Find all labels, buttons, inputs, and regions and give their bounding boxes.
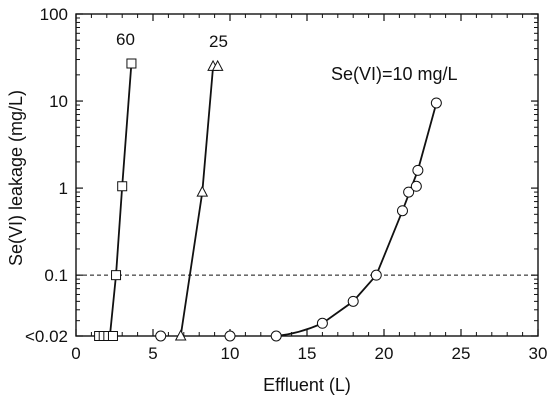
y-tick-label: <0.02 [25,327,68,346]
marker-circle [412,164,424,176]
x-tick-label: 5 [148,344,157,363]
marker-circle [396,205,408,217]
series-curves [109,63,438,337]
curve-25 [179,66,214,337]
x-tick-label: 15 [298,344,317,363]
marker-circle [403,186,415,198]
tick-labels: 0 5 10 15 20 25 30 <0.02 0.1 1 10 100 [25,5,547,363]
axis-ticks [75,13,539,337]
y-tick-label: 100 [40,5,68,24]
series-label-25: 25 [209,32,228,51]
marker-square [117,181,128,192]
y-tick-label: 0.1 [44,266,68,285]
plot-frame [75,13,539,337]
series-label-60: 60 [116,30,135,49]
x-tick-label: 0 [71,344,80,363]
marker-circle [224,330,236,342]
marker-circle [316,317,328,329]
marker-triangle [196,185,209,197]
marker-triangle [211,59,224,71]
x-tick-label: 20 [375,344,394,363]
marker-square [126,58,137,69]
marker-square [111,270,122,281]
series-markers [94,58,442,342]
marker-circle [370,269,382,281]
marker-circle [430,97,442,109]
y-tick-label: 10 [49,92,68,111]
marker-circle [410,180,422,192]
x-tick-label: 25 [452,344,471,363]
x-tick-label: 30 [529,344,548,363]
x-tick-label: 10 [221,344,240,363]
y-tick-label: 1 [59,179,68,198]
marker-triangle [174,329,187,341]
marker-circle [270,330,282,342]
marker-square [107,331,118,341]
annotation-concentration: Se(VI)=10 mg/L [331,64,458,84]
y-axis-title: Se(VI) leakage (mg/L) [6,90,26,266]
curve-60 [109,63,133,337]
marker-circle [347,295,359,307]
marker-circle [155,330,167,342]
x-axis-title: Effluent (L) [263,375,351,395]
